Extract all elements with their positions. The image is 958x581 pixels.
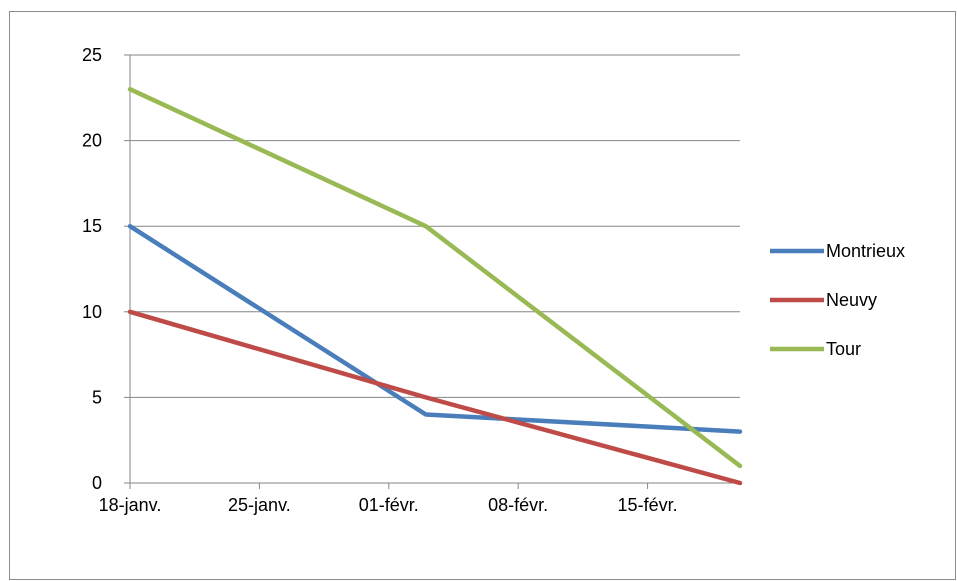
series-line-neuvy: [127, 309, 743, 486]
legend-label: Montrieux: [826, 241, 905, 261]
y-tick-label: 20: [82, 131, 102, 151]
legend-label: Tour: [826, 339, 861, 359]
legend: Montrieux Neuvy Tour: [770, 241, 905, 359]
legend-label: Neuvy: [826, 290, 877, 310]
x-tick-label: 15-févr.: [618, 495, 678, 515]
x-tick-label: 18-janv.: [99, 495, 162, 515]
series-line-montrieux: [127, 223, 743, 434]
series-line-tour: [127, 86, 743, 469]
gridlines: [124, 54, 740, 489]
x-tick-label: 25-janv.: [228, 495, 291, 515]
y-tick-label: 25: [82, 45, 102, 65]
y-tick-label: 10: [82, 302, 102, 322]
x-tick-label: 01-févr.: [359, 495, 419, 515]
y-tick-label: 15: [82, 216, 102, 236]
x-tick-label: 08-févr.: [488, 495, 548, 515]
y-tick-label: 0: [92, 473, 102, 493]
y-axis-tick-labels: 0 5 10 15 20 25: [82, 45, 102, 493]
x-axis-tick-labels: 18-janv. 25-janv. 01-févr. 08-févr. 15-févr.: [99, 495, 678, 515]
y-tick-label: 5: [92, 387, 102, 407]
series-lines: [127, 86, 743, 486]
